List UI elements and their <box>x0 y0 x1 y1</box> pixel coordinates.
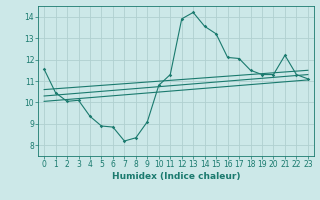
X-axis label: Humidex (Indice chaleur): Humidex (Indice chaleur) <box>112 172 240 181</box>
